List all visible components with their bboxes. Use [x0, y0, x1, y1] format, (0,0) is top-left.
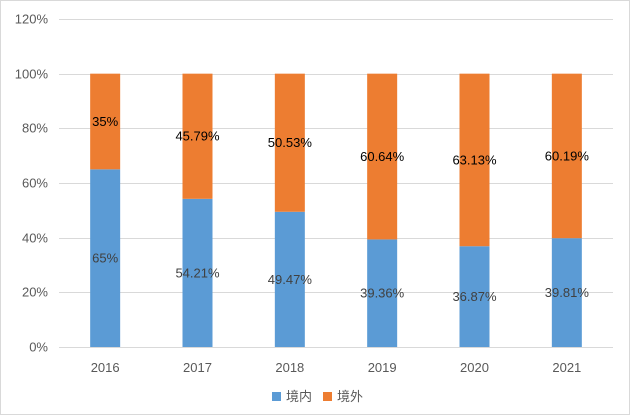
bar-domestic: [367, 239, 398, 347]
bar-domestic: [551, 238, 582, 347]
bar-domestic: [274, 211, 305, 347]
bar-overseas: [182, 73, 213, 199]
data-label: 39.36%: [360, 286, 405, 301]
x-tick-label: 2021: [552, 360, 581, 375]
y-tick-label: 20%: [22, 285, 48, 300]
y-tick-label: 80%: [22, 121, 48, 136]
x-tick-label: 2016: [91, 360, 120, 375]
bar-overseas: [459, 73, 490, 247]
data-label: 54.21%: [175, 265, 220, 280]
data-label: 63.13%: [452, 152, 497, 167]
data-label: 50.53%: [268, 135, 313, 150]
data-label: 60.19%: [545, 148, 590, 163]
data-label: 35%: [92, 114, 118, 129]
data-label: 45.79%: [175, 129, 220, 144]
y-tick-label: 0%: [29, 340, 48, 355]
legend-swatch-overseas: [323, 392, 332, 401]
legend-label: 境外: [337, 390, 363, 405]
gridlines: [59, 19, 613, 293]
bar-overseas: [274, 73, 305, 212]
bar-domestic: [459, 246, 490, 347]
bar-domestic: [182, 198, 213, 347]
data-label: 60.64%: [360, 149, 405, 164]
legend: 境内 境外: [272, 389, 363, 405]
data-label: 36.87%: [452, 289, 497, 304]
data-labels: 65% 35% 54.21% 45.79% 49.47% 50.53% 39.36% 60.6…: [92, 114, 589, 304]
legend-label: 境内: [286, 389, 312, 405]
legend-swatch-domestic: [272, 392, 281, 401]
y-tick-label: 100%: [15, 67, 49, 82]
y-tick-label: 120%: [15, 12, 49, 27]
x-tick-label: 2018: [275, 360, 304, 375]
data-label: 49.47%: [268, 272, 313, 287]
bar-overseas: [367, 73, 398, 240]
bars: [90, 73, 582, 347]
bar-domestic: [90, 169, 121, 347]
bar-overseas: [90, 73, 121, 170]
y-tick-label: 60%: [22, 176, 48, 191]
x-tick-label: 2020: [460, 360, 489, 375]
bar-overseas: [551, 73, 582, 239]
x-tick-label: 2017: [183, 360, 212, 375]
axes: 0% 20% 40% 60% 80% 100% 120% 2016 2017 2018 2019 20…: [15, 12, 613, 375]
data-label: 39.81%: [545, 285, 590, 300]
y-tick-label: 40%: [22, 231, 48, 246]
data-label: 65%: [92, 251, 118, 266]
x-tick-label: 2019: [368, 360, 397, 375]
